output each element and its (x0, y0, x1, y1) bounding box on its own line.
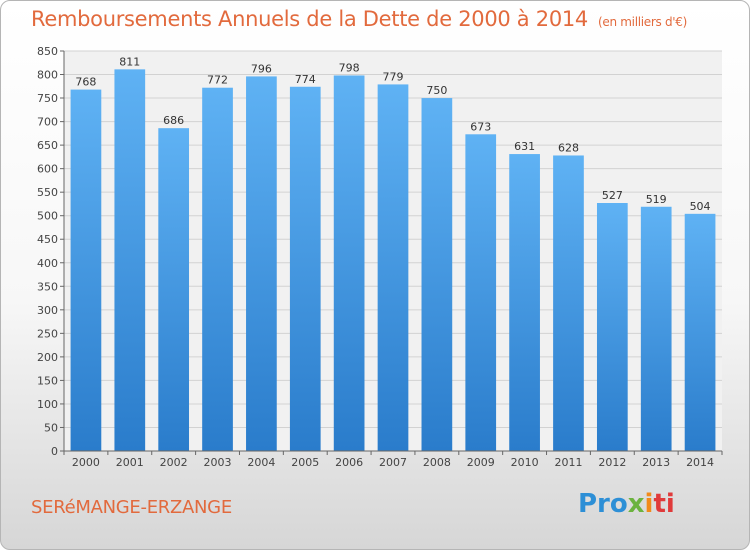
bar-value-label: 796 (251, 62, 272, 75)
bar (640, 206, 672, 451)
y-tick-label: 450 (37, 233, 58, 246)
bar-value-label: 673 (470, 120, 491, 133)
x-axis: 2000 2001 2002 2003 2004 2005 2006 2007 2008 2009… (63, 450, 723, 469)
bar (114, 69, 146, 452)
city-name: SERéMANGE-ERZANGE (31, 497, 232, 518)
bar-value-label: 519 (646, 193, 667, 206)
y-axis: 0 50 100 150 200 250 300 350 400 450 500 550 600 650 7… (37, 45, 65, 458)
x-tick-label: 2001 (116, 456, 144, 469)
bar (421, 98, 453, 451)
bar (158, 128, 190, 452)
bar-value-label: 772 (207, 74, 228, 87)
x-tick-label: 2006 (335, 456, 363, 469)
y-tick-label: 100 (37, 398, 58, 411)
bar-value-label: 798 (339, 61, 360, 74)
bar-value-label: 750 (426, 84, 447, 97)
logo-part-4: ti (653, 489, 675, 519)
x-tick-label: 2014 (686, 456, 714, 469)
bar-value-label: 811 (119, 55, 140, 68)
x-tick-label: 2010 (511, 456, 539, 469)
bar-value-label: 686 (163, 114, 184, 127)
bar-value-label: 779 (383, 70, 404, 83)
proxiti-logo[interactable]: Proxiti (578, 489, 675, 519)
bar (289, 86, 321, 451)
y-tick-label: 400 (37, 257, 58, 270)
y-tick-label: 350 (37, 280, 58, 293)
bar (377, 84, 409, 451)
y-tick-label: 50 (44, 421, 58, 434)
y-tick-label: 150 (37, 374, 58, 387)
y-tick-label: 600 (37, 163, 58, 176)
bar (202, 87, 233, 452)
bar-value-label: 628 (558, 141, 579, 154)
y-tick-label: 500 (37, 210, 58, 223)
y-tick-label: 200 (37, 351, 58, 364)
logo-part-1: Pro (578, 489, 628, 519)
chart-title-text: Remboursements Annuels de la Dette de 20… (31, 7, 588, 31)
x-tick-label: 2008 (423, 456, 451, 469)
x-tick-label: 2012 (598, 456, 626, 469)
y-tick-label: 300 (37, 304, 58, 317)
bar-value-label: 768 (75, 76, 96, 89)
bar-value-label: 631 (514, 140, 535, 153)
x-tick-label: 2004 (247, 456, 275, 469)
bar (596, 203, 628, 451)
x-tick-label: 2007 (379, 456, 407, 469)
y-tick-label: 550 (37, 186, 58, 199)
y-tick-label: 700 (37, 116, 58, 129)
bar (246, 76, 277, 451)
y-tick-label: 250 (37, 327, 58, 340)
bar-value-label: 504 (690, 200, 711, 213)
x-tick-label: 2003 (204, 456, 232, 469)
bar-value-label: 527 (602, 189, 623, 202)
y-tick-label: 800 (37, 69, 58, 82)
y-tick-label: 0 (51, 445, 58, 458)
bar-value-label: 774 (295, 73, 316, 86)
y-tick-label: 650 (37, 139, 58, 152)
x-tick-label: 2011 (554, 456, 582, 469)
x-tick-label: 2005 (291, 456, 319, 469)
bar (465, 134, 497, 451)
bar (684, 213, 716, 451)
chart-subtitle: (en milliers d'€) (598, 15, 688, 29)
bar (70, 89, 102, 452)
bar (509, 154, 540, 451)
x-tick-label: 2002 (160, 456, 188, 469)
logo-part-2: x (627, 489, 645, 519)
y-tick-label: 750 (37, 92, 58, 105)
bar (333, 75, 365, 452)
bar (553, 155, 584, 451)
y-tick-label: 850 (37, 45, 58, 58)
x-tick-label: 2013 (642, 456, 670, 469)
x-tick-label: 2000 (72, 456, 100, 469)
x-tick-label: 2009 (467, 456, 495, 469)
logo-part-3: i (644, 489, 654, 519)
bars: 768 811 686 772 796 774 798 779 750 673 631 628 527 5… (70, 55, 716, 452)
chart-title: Remboursements Annuels de la Dette de 20… (31, 7, 687, 31)
